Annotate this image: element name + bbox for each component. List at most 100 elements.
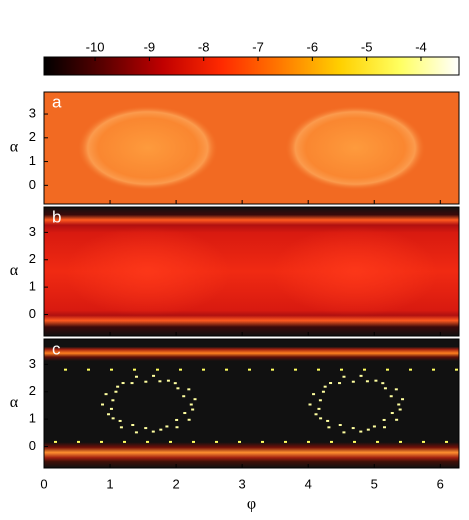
heatmap-speck xyxy=(342,375,346,378)
colorbar-tick-label: -10 xyxy=(86,39,105,54)
x-tick-label: 4 xyxy=(305,476,312,491)
y-tick-label: 1 xyxy=(29,153,36,168)
colorbar-tick-label: -6 xyxy=(307,39,319,54)
heatmap-speck xyxy=(187,388,191,391)
heatmap-speck xyxy=(202,368,205,371)
heatmap-speck xyxy=(399,440,402,443)
heatmap-speck xyxy=(64,368,67,371)
heatmap-speck xyxy=(77,440,80,443)
heatmap-glow xyxy=(77,105,219,191)
heatmap-speck xyxy=(116,385,120,388)
heatmap-speck xyxy=(455,368,458,371)
y-tick-label: 2 xyxy=(29,251,36,266)
heatmap-background xyxy=(44,339,459,468)
heatmap-speck xyxy=(173,382,177,385)
x-tick-label: 6 xyxy=(437,476,444,491)
heatmap-speck xyxy=(382,418,386,421)
heatmap-speck xyxy=(386,368,389,371)
heatmap-speck xyxy=(192,440,195,443)
heatmap-speck xyxy=(176,387,180,390)
heatmap-speck xyxy=(394,388,398,391)
heatmap-speck xyxy=(397,403,401,406)
heatmap-speck xyxy=(338,382,342,385)
heatmap-speck xyxy=(308,403,312,406)
y-tick-label: 1 xyxy=(29,279,36,294)
heatmap-speck xyxy=(359,374,363,377)
heatmap-speck xyxy=(123,440,126,443)
heatmap-speck xyxy=(169,440,172,443)
heatmap-speck xyxy=(409,368,412,371)
heatmap-speck xyxy=(187,418,191,421)
x-tick-label: 3 xyxy=(239,476,246,491)
y-axis-label: α xyxy=(10,139,19,156)
heatmap-glow xyxy=(272,226,439,317)
heatmap-speck xyxy=(261,440,264,443)
colorbar xyxy=(43,56,460,76)
heatmap-speck xyxy=(307,440,310,443)
heatmap-speck xyxy=(432,368,435,371)
y-tick-label: 2 xyxy=(29,383,36,398)
heatmap-speck xyxy=(326,419,330,422)
x-tick-label: 2 xyxy=(172,476,179,491)
heatmap-speck xyxy=(146,440,149,443)
heatmap-speck xyxy=(110,368,113,371)
heatmap-speck xyxy=(395,418,399,421)
heatmap-speck xyxy=(215,440,218,443)
heatmap-speck xyxy=(376,440,379,443)
x-tick-label: 5 xyxy=(371,476,378,491)
heatmap-speck xyxy=(151,430,155,433)
heatmap-speck xyxy=(330,440,333,443)
heatmap-speck xyxy=(133,368,136,371)
heatmap-speck xyxy=(365,380,369,383)
heatmap-speck xyxy=(175,418,179,421)
heatmap-speck xyxy=(121,382,125,385)
heatmap-speck xyxy=(353,440,356,443)
heatmap-speck xyxy=(144,427,148,430)
heatmap-speck xyxy=(118,419,122,422)
heatmap-speck xyxy=(390,412,394,415)
panel-label: a xyxy=(52,92,62,111)
heatmap-speck xyxy=(319,417,323,420)
heatmap-speck xyxy=(189,403,193,406)
heatmap-speck xyxy=(340,368,343,371)
heatmap-speck xyxy=(351,380,355,383)
heatmap-speck xyxy=(159,428,163,431)
heatmap-speck xyxy=(389,395,393,398)
heatmap-speck xyxy=(131,424,135,427)
heatmap-speck xyxy=(312,393,316,396)
heatmap-speck xyxy=(372,425,376,428)
heatmap-speck xyxy=(422,440,425,443)
heatmap-speck xyxy=(294,368,297,371)
heatmap-speck xyxy=(134,431,138,434)
heatmap-speck xyxy=(119,426,123,429)
x-tick-label: 0 xyxy=(40,476,47,491)
heatmap-speck xyxy=(134,375,138,378)
y-tick-label: 2 xyxy=(29,129,36,144)
y-axis-label: α xyxy=(10,262,19,279)
heatmap-speck xyxy=(225,368,228,371)
heatmap-speck xyxy=(381,382,385,385)
heatmap-speck xyxy=(191,408,195,411)
heatmap-speck xyxy=(317,407,321,410)
y-tick-label: 3 xyxy=(29,356,36,371)
heatmap-speck xyxy=(318,399,322,402)
heatmap-speck xyxy=(321,390,325,393)
colorbar-tick-label: -7 xyxy=(252,39,264,54)
heatmap-speck xyxy=(175,426,179,429)
x-tick-label: 1 xyxy=(106,476,113,491)
heatmap-speck xyxy=(248,368,251,371)
panel-frame xyxy=(43,91,460,205)
heatmap-speck xyxy=(317,368,320,371)
heatmap-speck xyxy=(398,408,402,411)
heatmap-speck xyxy=(166,379,170,382)
y-tick-label: 3 xyxy=(29,105,36,120)
heatmap-speck xyxy=(351,427,355,430)
panel-frame xyxy=(43,206,460,337)
heatmap-speck xyxy=(284,440,287,443)
colorbar-tick-label: -4 xyxy=(415,39,427,54)
heatmap-speck xyxy=(445,440,448,443)
heatmap-speck xyxy=(338,424,342,427)
colorbar-tick-label: -9 xyxy=(144,39,156,54)
heatmap-speck xyxy=(109,407,113,410)
